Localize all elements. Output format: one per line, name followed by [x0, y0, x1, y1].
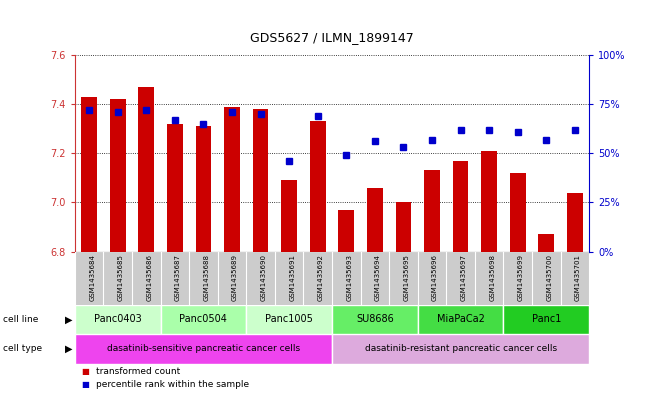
Bar	[481, 151, 497, 252]
Text: GSM1435701: GSM1435701	[575, 254, 581, 301]
Bar	[246, 252, 275, 305]
Bar	[361, 252, 389, 305]
Bar	[538, 234, 554, 252]
Text: GSM1435693: GSM1435693	[346, 254, 352, 301]
Bar	[303, 252, 332, 305]
Bar	[503, 305, 589, 334]
Text: GSM1435685: GSM1435685	[118, 254, 124, 301]
Text: dasatinib-resistant pancreatic cancer cells: dasatinib-resistant pancreatic cancer ce…	[365, 344, 557, 353]
Bar	[246, 305, 332, 334]
Bar	[367, 188, 383, 252]
Text: cell type: cell type	[3, 344, 42, 353]
Text: GSM1435689: GSM1435689	[232, 254, 238, 301]
Bar	[396, 202, 411, 252]
Bar	[75, 334, 332, 364]
Text: GSM1435690: GSM1435690	[260, 254, 266, 301]
Text: GSM1435698: GSM1435698	[489, 254, 495, 301]
Bar	[452, 161, 469, 252]
Text: GSM1435687: GSM1435687	[175, 254, 181, 301]
Text: SU8686: SU8686	[356, 314, 394, 324]
Text: GSM1435694: GSM1435694	[375, 254, 381, 301]
Text: GSM1435686: GSM1435686	[146, 254, 152, 301]
Bar	[332, 334, 589, 364]
Bar	[139, 87, 154, 252]
Bar	[81, 97, 97, 252]
Text: ■: ■	[81, 380, 89, 389]
Text: dasatinib-sensitive pancreatic cancer cells: dasatinib-sensitive pancreatic cancer ce…	[107, 344, 300, 353]
Bar	[167, 124, 183, 252]
Bar	[217, 252, 246, 305]
Bar	[561, 252, 589, 305]
Bar	[475, 252, 503, 305]
Text: MiaPaCa2: MiaPaCa2	[437, 314, 484, 324]
Text: GSM1435688: GSM1435688	[203, 254, 210, 301]
Bar	[75, 305, 161, 334]
Bar	[195, 126, 212, 252]
Bar	[332, 252, 361, 305]
Text: GSM1435691: GSM1435691	[289, 254, 295, 301]
Bar	[275, 252, 303, 305]
Bar	[447, 252, 475, 305]
Text: ▶: ▶	[64, 314, 72, 324]
Bar	[132, 252, 161, 305]
Bar	[189, 252, 217, 305]
Text: Panc1: Panc1	[532, 314, 561, 324]
Bar	[339, 210, 354, 252]
Bar	[281, 180, 297, 252]
Text: GSM1435684: GSM1435684	[89, 254, 95, 301]
Text: GSM1435700: GSM1435700	[546, 254, 552, 301]
Text: Panc1005: Panc1005	[265, 314, 313, 324]
Bar	[310, 121, 326, 252]
Bar	[510, 173, 525, 252]
Text: ■: ■	[81, 367, 89, 376]
Text: GSM1435696: GSM1435696	[432, 254, 438, 301]
Bar	[418, 252, 447, 305]
Text: GSM1435695: GSM1435695	[404, 254, 409, 301]
Bar	[224, 107, 240, 252]
Bar	[503, 252, 532, 305]
Bar	[424, 171, 440, 252]
Bar	[567, 193, 583, 252]
Text: cell line: cell line	[3, 315, 38, 324]
Text: transformed count: transformed count	[96, 367, 180, 376]
Bar	[75, 252, 104, 305]
Bar	[532, 252, 561, 305]
Bar	[161, 252, 189, 305]
Text: GSM1435699: GSM1435699	[518, 254, 523, 301]
Text: Panc0504: Panc0504	[180, 314, 227, 324]
Bar	[418, 305, 503, 334]
Bar	[110, 99, 126, 252]
Text: ▶: ▶	[64, 344, 72, 354]
Text: percentile rank within the sample: percentile rank within the sample	[96, 380, 249, 389]
Text: GDS5627 / ILMN_1899147: GDS5627 / ILMN_1899147	[250, 31, 414, 44]
Bar	[161, 305, 246, 334]
Bar	[389, 252, 418, 305]
Text: Panc0403: Panc0403	[94, 314, 142, 324]
Text: GSM1435697: GSM1435697	[461, 254, 467, 301]
Bar	[104, 252, 132, 305]
Text: GSM1435692: GSM1435692	[318, 254, 324, 301]
Bar	[332, 305, 418, 334]
Bar	[253, 109, 268, 252]
